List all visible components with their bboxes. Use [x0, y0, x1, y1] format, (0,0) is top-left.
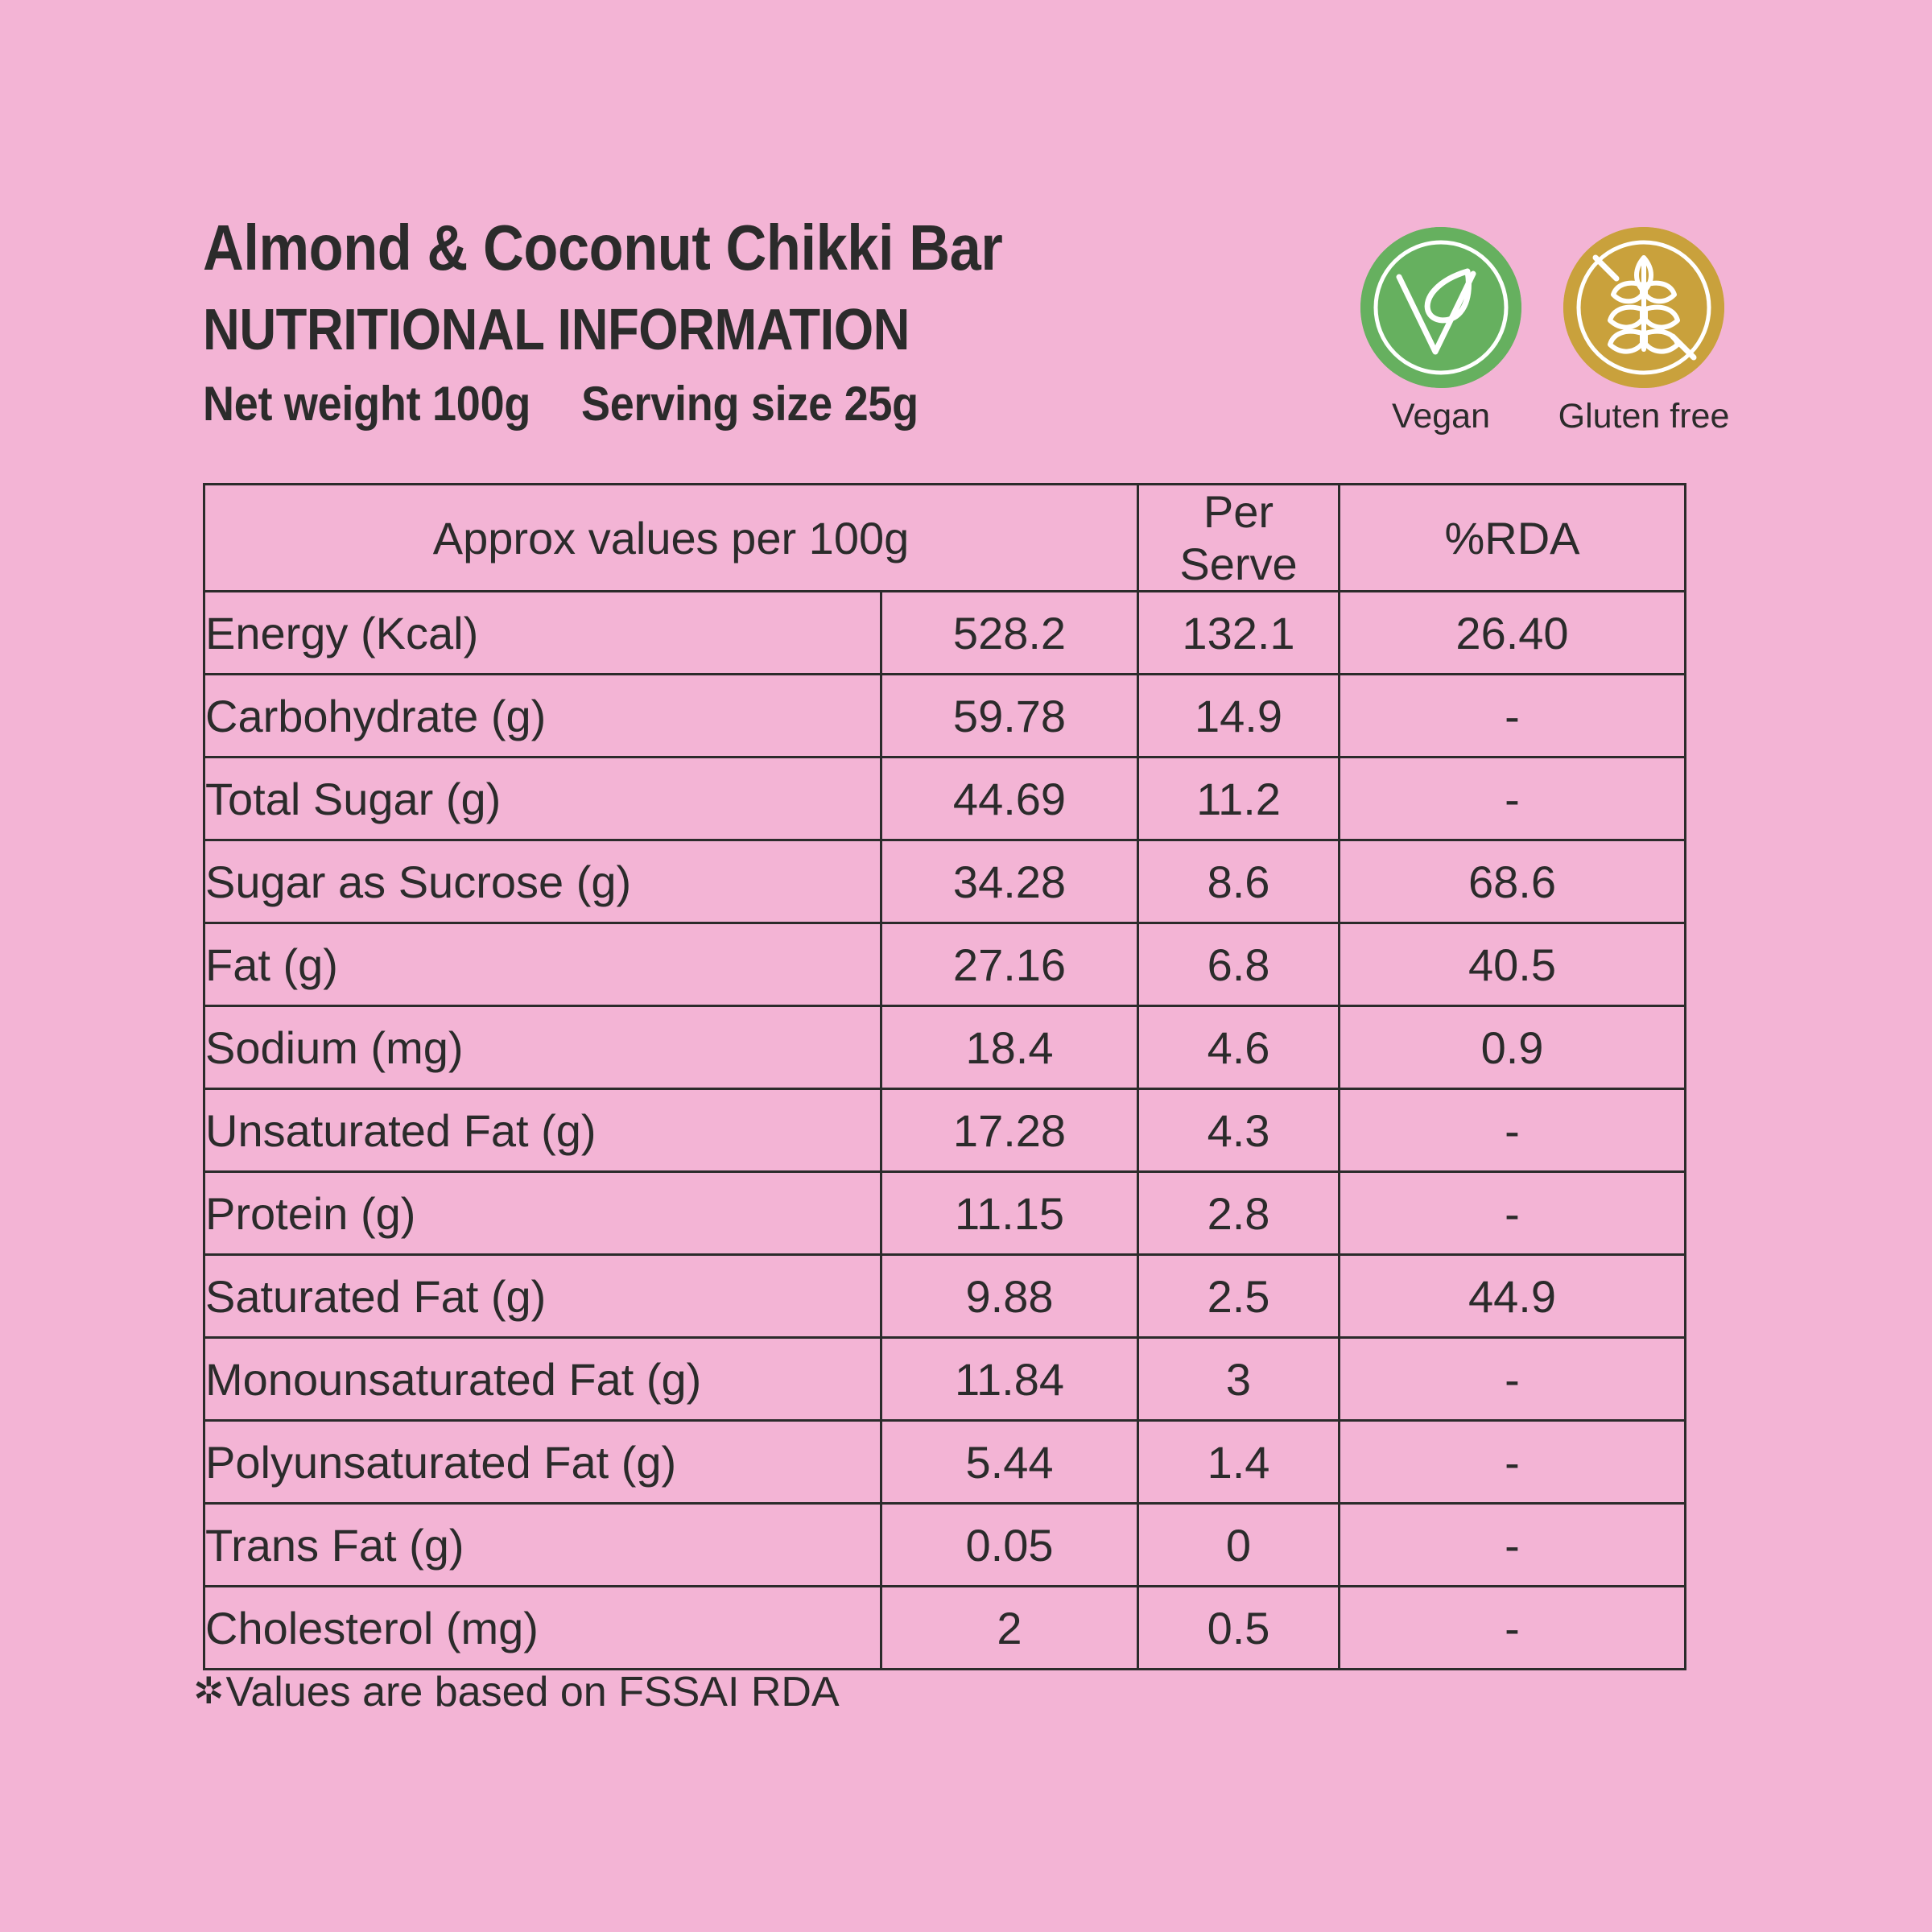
table-header-row: Approx values per 100g Per Serve %RDA — [203, 483, 1686, 592]
per-100g-value-cell: 18.4 — [880, 1005, 1139, 1090]
per-100g-value-cell: 11.84 — [880, 1336, 1139, 1422]
no-gluten-wheat-icon — [1563, 227, 1724, 388]
nutrient-name-cell: Polyunsaturated Fat (g) — [203, 1419, 882, 1505]
per-serve-value-cell: 14.9 — [1137, 673, 1340, 758]
table-row: Total Sugar (g) 44.69 11.2- — [203, 756, 1686, 841]
nutrient-name-cell: Cholesterol (mg) — [203, 1585, 882, 1670]
per-serve-value-cell: 1.4 — [1137, 1419, 1340, 1505]
per-serve-value-cell: 11.2 — [1137, 756, 1340, 841]
per-serve-value-cell: 2.8 — [1137, 1170, 1340, 1256]
per-100g-value-cell: 44.69 — [880, 756, 1139, 841]
nutrient-name-cell: Trans Fat (g) — [203, 1502, 882, 1587]
per-serve-value-cell: 0.5 — [1137, 1585, 1340, 1670]
rda-value-cell: - — [1338, 756, 1686, 841]
rda-value-cell: - — [1338, 1585, 1686, 1670]
rda-value-cell: - — [1338, 673, 1686, 758]
table-row: Sodium (mg) 18.4 4.6 0.9 — [203, 1005, 1686, 1090]
nutrition-facts-table: Approx values per 100g Per Serve %RDA En… — [203, 483, 1686, 1670]
nutrient-name-cell: Saturated Fat (g) — [203, 1253, 882, 1339]
vegan-leaf-icon — [1360, 227, 1521, 388]
nutrient-name-cell: Monounsaturated Fat (g) — [203, 1336, 882, 1422]
per-serve-value-cell: 0 — [1137, 1502, 1340, 1587]
per-serve-value-cell: 8.6 — [1137, 839, 1340, 924]
per-100g-value-cell: 17.28 — [880, 1088, 1139, 1173]
table-row: Monounsaturated Fat (g) 11.84 3- — [203, 1336, 1686, 1422]
rda-value-cell: - — [1338, 1419, 1686, 1505]
badge-vegan: Vegan — [1360, 227, 1521, 434]
footnote-text: Values are based on FSSAI RDA — [225, 1669, 840, 1715]
column-header-approx-values: Approx values per 100g — [203, 483, 1139, 592]
table-row: Energy (Kcal) 528.2 132.1 26.40 — [203, 590, 1686, 675]
rda-value-cell: 68.6 — [1338, 839, 1686, 924]
rda-value-cell: 44.9 — [1338, 1253, 1686, 1339]
nutrient-name-cell: Carbohydrate (g) — [203, 673, 882, 758]
badge-gluten-free: Gluten free — [1558, 227, 1729, 434]
per-serve-value-cell: 4.6 — [1137, 1005, 1340, 1090]
rda-value-cell: 0.9 — [1338, 1005, 1686, 1090]
per-serve-value-cell: 2.5 — [1137, 1253, 1340, 1339]
footnote: ✲ Values are based on FSSAI RDA — [193, 1668, 840, 1716]
badge-vegan-label: Vegan — [1392, 397, 1490, 436]
net-weight-text: Net weight 100g — [203, 377, 531, 431]
table-row: Fat (g) 27.16 6.8 40.5 — [203, 922, 1686, 1007]
per-serve-value-cell: 3 — [1137, 1336, 1340, 1422]
serving-size-text: Serving size 25g — [581, 377, 919, 431]
per-100g-value-cell: 59.78 — [880, 673, 1139, 758]
table-row: Protein (g) 11.15 2.8- — [203, 1170, 1686, 1256]
nutritional-information-heading: NUTRITIONAL INFORMATION — [203, 298, 910, 362]
table-row: Carbohydrate (g) 59.78 14.9- — [203, 673, 1686, 758]
per-serve-value-cell: 4.3 — [1137, 1088, 1340, 1173]
rda-value-cell: 40.5 — [1338, 922, 1686, 1007]
rda-value-cell: - — [1338, 1336, 1686, 1422]
nutrient-name-cell: Protein (g) — [203, 1170, 882, 1256]
nutrient-name-cell: Energy (Kcal) — [203, 590, 882, 675]
nutrient-name-cell: Sugar as Sucrose (g) — [203, 839, 882, 924]
per-100g-value-cell: 34.28 — [880, 839, 1139, 924]
per-serve-value-cell: 6.8 — [1137, 922, 1340, 1007]
per-serve-value-cell: 132.1 — [1137, 590, 1340, 675]
per-100g-value-cell: 0.05 — [880, 1502, 1139, 1587]
nutrient-name-cell: Sodium (mg) — [203, 1005, 882, 1090]
table-row: Sugar as Sucrose (g) 34.28 8.6 68.6 — [203, 839, 1686, 924]
certification-badges: Vegan Gluten fre — [1360, 227, 1729, 434]
table-row: Unsaturated Fat (g) 17.28 4.3- — [203, 1088, 1686, 1173]
rda-value-cell: - — [1338, 1502, 1686, 1587]
asterisk-icon: ✲ — [193, 1670, 225, 1711]
table-row: Polyunsaturated Fat (g) 5.44 1.4- — [203, 1419, 1686, 1505]
per-100g-value-cell: 11.15 — [880, 1170, 1139, 1256]
rda-value-cell: - — [1338, 1170, 1686, 1256]
rda-value-cell: - — [1338, 1088, 1686, 1173]
label-header: Almond & Coconut Chikki Bar NUTRITIONAL … — [203, 216, 1330, 428]
product-title: Almond & Coconut Chikki Bar — [203, 212, 1003, 283]
per-100g-value-cell: 27.16 — [880, 922, 1139, 1007]
per-100g-value-cell: 9.88 — [880, 1253, 1139, 1339]
table-row: Cholesterol (mg) 2 0.5- — [203, 1585, 1686, 1670]
table-row: Trans Fat (g) 0.05 0- — [203, 1502, 1686, 1587]
badge-gluten-free-label: Gluten free — [1558, 397, 1730, 436]
column-header-rda: %RDA — [1338, 483, 1686, 592]
nutrient-name-cell: Unsaturated Fat (g) — [203, 1088, 882, 1173]
nutrient-name-cell: Fat (g) — [203, 922, 882, 1007]
per-100g-value-cell: 2 — [880, 1585, 1139, 1670]
table-body: Energy (Kcal) 528.2 132.1 26.40 Carbohydrate… — [203, 590, 1686, 1670]
table-row: Saturated Fat (g) 9.88 2.5 44.9 — [203, 1253, 1686, 1339]
weight-serving-line: Net weight 100g Serving size 25g — [203, 380, 1330, 428]
per-100g-value-cell: 5.44 — [880, 1419, 1139, 1505]
nutrient-name-cell: Total Sugar (g) — [203, 756, 882, 841]
column-header-per-serve: Per Serve — [1137, 483, 1340, 592]
per-100g-value-cell: 528.2 — [880, 590, 1139, 675]
rda-value-cell: 26.40 — [1338, 590, 1686, 675]
